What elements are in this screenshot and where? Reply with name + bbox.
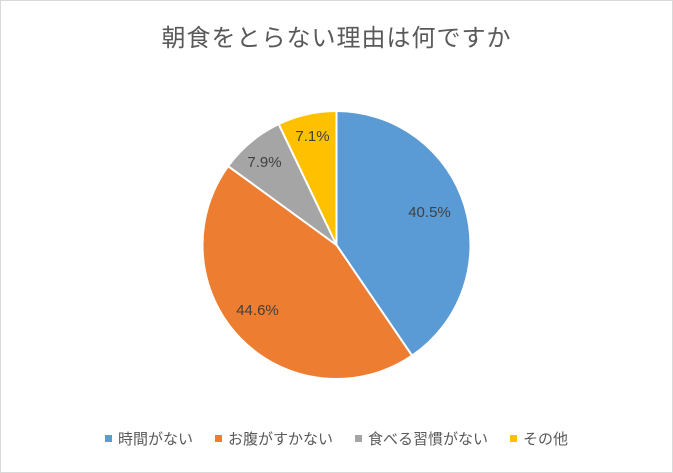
legend-label: その他 [523, 430, 569, 448]
slice-sonota [277, 109, 338, 246]
legend-label: 食べる習慣がない [368, 430, 489, 448]
data-label: 7.1% [295, 128, 329, 145]
data-label: 40.5% [408, 204, 451, 221]
slice-onaka [201, 164, 414, 380]
legend-label: 時間がない [117, 430, 193, 448]
legend-item-shukan: 食べる習慣がない [355, 428, 488, 449]
legend: 時間がない お腹がすかない 食べる習慣がない その他 [0, 428, 673, 449]
legend-swatch-icon [214, 435, 222, 442]
legend-swatch-icon [510, 435, 518, 442]
data-label: 7.9% [247, 154, 281, 171]
data-label: 44.6% [236, 302, 279, 319]
legend-item-jikan: 時間がない [104, 428, 193, 449]
legend-swatch-icon [104, 435, 112, 442]
legend-swatch-icon [355, 435, 362, 442]
legend-item-onaka: お腹がすかない [214, 428, 333, 449]
legend-item-sonota: その他 [510, 428, 568, 449]
legend-label: お腹がすかない [227, 430, 333, 448]
chart-title: 朝食をとらない理由は何ですか [161, 24, 512, 52]
slice-jikan [335, 109, 472, 358]
